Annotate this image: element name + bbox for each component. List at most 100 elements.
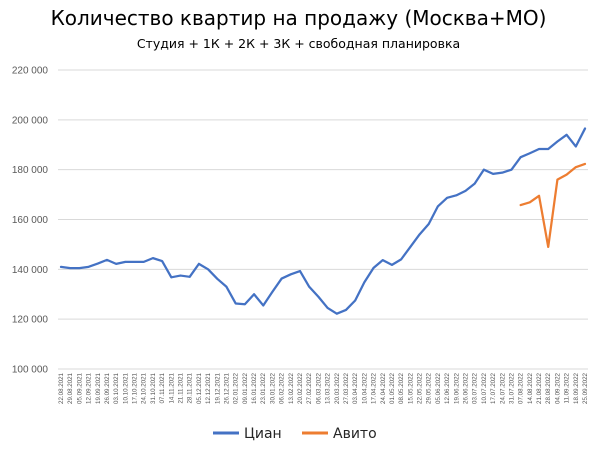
y-tick-label: 100 000: [12, 365, 49, 376]
data-point-1: [565, 133, 568, 136]
data-point-1: [400, 258, 403, 261]
data-point-1: [87, 265, 90, 268]
data-point-1: [188, 275, 191, 278]
x-tick-label: 05.06.2022: [435, 372, 442, 404]
data-point-1: [60, 265, 62, 268]
data-point-2: [528, 201, 531, 204]
x-tick-label: 15.05.2022: [407, 372, 414, 404]
x-tick-label: 27.03.2022: [343, 372, 350, 404]
x-tick-label: 19.09.2021: [95, 372, 102, 404]
x-tick-label: 07.08.2022: [518, 372, 525, 404]
x-tick-label: 22.05.2022: [417, 372, 424, 404]
x-tick-label: 12.06.2022: [444, 372, 451, 404]
data-point-1: [142, 260, 145, 263]
data-point-2: [556, 178, 559, 181]
data-point-1: [409, 246, 412, 248]
data-point-1: [308, 285, 311, 288]
data-point-1: [280, 277, 283, 280]
y-tick-label: 200 000: [12, 115, 49, 126]
y-tick-label: 120 000: [12, 315, 49, 326]
y-tick-label: 220 000: [12, 66, 49, 77]
x-tick-label: 19.12.2021: [214, 372, 221, 404]
x-tick-label: 20.03.2022: [334, 372, 341, 404]
x-tick-label: 10.04.2022: [361, 372, 368, 404]
data-point-1: [115, 262, 118, 265]
data-point-1: [354, 299, 357, 302]
x-tick-label: 03.07.2022: [472, 372, 479, 404]
series-line-2: [519, 162, 587, 249]
data-point-2: [538, 194, 540, 197]
data-point-1: [492, 173, 494, 175]
x-tick-label: 24.04.2022: [380, 372, 387, 404]
data-point-1: [216, 277, 219, 280]
data-point-1: [124, 260, 127, 263]
data-point-1: [556, 140, 559, 143]
x-tick-label: 13.03.2022: [325, 372, 332, 404]
data-point-1: [289, 273, 292, 276]
data-point-1: [78, 267, 81, 269]
x-tick-label: 29.05.2022: [426, 372, 433, 404]
x-tick-label: 11.09.2022: [564, 372, 571, 403]
data-point-1: [335, 312, 338, 315]
x-tick-label: 13.02.2022: [288, 372, 295, 404]
x-tick-label: 20.02.2022: [297, 372, 304, 404]
x-tick-label: 18.09.2022: [573, 372, 580, 404]
data-point-1: [501, 171, 504, 174]
data-point-1: [299, 270, 301, 272]
data-point-2: [565, 173, 568, 176]
data-point-1: [317, 295, 320, 298]
data-point-1: [170, 276, 173, 279]
x-tick-label: 05.09.2021: [76, 372, 83, 404]
x-tick-label: 22.08.2021: [58, 372, 65, 404]
data-point-1: [69, 267, 72, 269]
x-tick-label: 04.09.2022: [554, 372, 561, 404]
x-tick-label: 10.07.2022: [481, 372, 488, 404]
data-point-1: [455, 194, 458, 197]
chart-title: Количество квартир на продажу (Москва+МО…: [50, 6, 547, 30]
data-point-1: [262, 304, 265, 307]
data-point-1: [418, 233, 421, 236]
data-point-1: [179, 274, 182, 277]
data-point-1: [363, 281, 366, 284]
x-tick-label: 17.04.2022: [371, 372, 378, 404]
data-point-1: [391, 263, 393, 266]
data-point-1: [381, 259, 384, 262]
x-tick-label: 06.03.2022: [315, 372, 322, 404]
data-point-1: [161, 260, 164, 263]
x-tick-label: 25.09.2022: [582, 372, 589, 404]
x-tick-label: 12.12.2021: [205, 372, 212, 404]
x-tick-label: 05.12.2021: [196, 372, 203, 404]
data-point-1: [345, 309, 347, 311]
x-tick-label: 12.09.2021: [86, 372, 93, 404]
x-tick-label: 23.01.2022: [260, 372, 267, 404]
data-point-1: [446, 196, 449, 199]
y-tick-label: 140 000: [12, 265, 49, 276]
chart-subtitle: Студия + 1К + 2К + 3К + свободная планир…: [136, 36, 461, 51]
x-tick-label: 06.02.2022: [279, 372, 286, 404]
data-point-1: [207, 268, 209, 271]
x-tick-label: 21.11.2021: [178, 372, 185, 403]
data-point-1: [234, 302, 237, 305]
data-point-1: [510, 168, 513, 171]
data-point-1: [225, 285, 228, 288]
legend-label-1: Циан: [244, 426, 282, 442]
y-tick-label: 180 000: [12, 165, 49, 176]
data-point-1: [482, 168, 485, 171]
x-tick-label: 03.10.2021: [113, 372, 120, 404]
data-point-1: [106, 258, 108, 261]
x-tick-label: 31.10.2021: [150, 372, 157, 404]
data-point-2: [574, 166, 577, 169]
data-point-1: [133, 260, 136, 263]
data-point-1: [584, 127, 586, 130]
x-tick-label: 09.01.2022: [242, 372, 249, 404]
x-tick-label: 08.05.2022: [398, 372, 405, 404]
x-tick-label: 29.08.2021: [67, 372, 74, 404]
x-tick-label: 14.08.2022: [527, 372, 534, 404]
data-point-1: [473, 182, 476, 185]
x-tick-label: 17.07.2022: [490, 372, 497, 404]
x-tick-label: 31.07.2022: [508, 372, 515, 404]
x-tick-label: 07.11.2021: [159, 372, 166, 403]
x-tick-label: 19.06.2022: [453, 372, 460, 404]
